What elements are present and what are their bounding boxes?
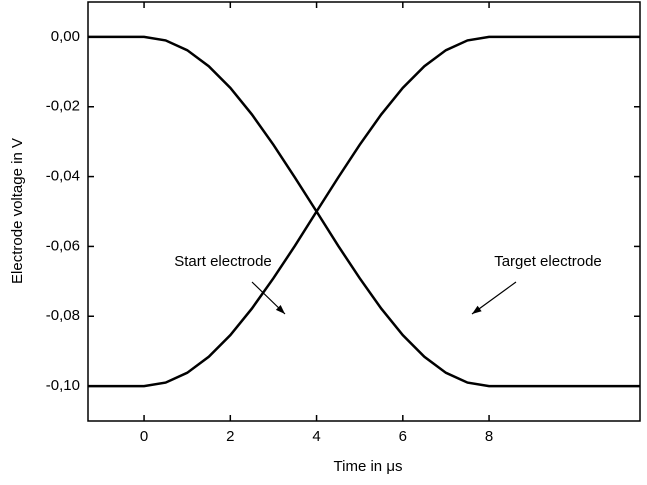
annotation-arrowhead <box>472 305 482 314</box>
series-annotation: Target electrode <box>494 253 602 270</box>
series-annotation: Start electrode <box>174 253 272 270</box>
y-tick-label: -0,04 <box>46 168 80 185</box>
annotation-arrowhead <box>275 304 285 314</box>
x-tick-label: 8 <box>485 428 493 445</box>
y-tick-label: -0,06 <box>46 237 80 254</box>
series-line <box>88 35 640 388</box>
y-tick-label: 0,00 <box>51 28 80 45</box>
y-tick-label: -0,02 <box>46 98 80 115</box>
x-tick-label: 2 <box>226 428 234 445</box>
x-axis-title: Time in μs <box>334 458 403 475</box>
y-tick-label: -0,08 <box>46 307 80 324</box>
x-tick-label: 6 <box>399 428 407 445</box>
x-tick-label: 4 <box>312 428 320 445</box>
y-tick-label: -0,10 <box>46 377 80 394</box>
x-tick-label: 0 <box>140 428 148 445</box>
plot-frame <box>87 1 641 422</box>
y-axis-title: Electrode voltage in V <box>9 138 26 284</box>
series-line <box>88 35 640 388</box>
